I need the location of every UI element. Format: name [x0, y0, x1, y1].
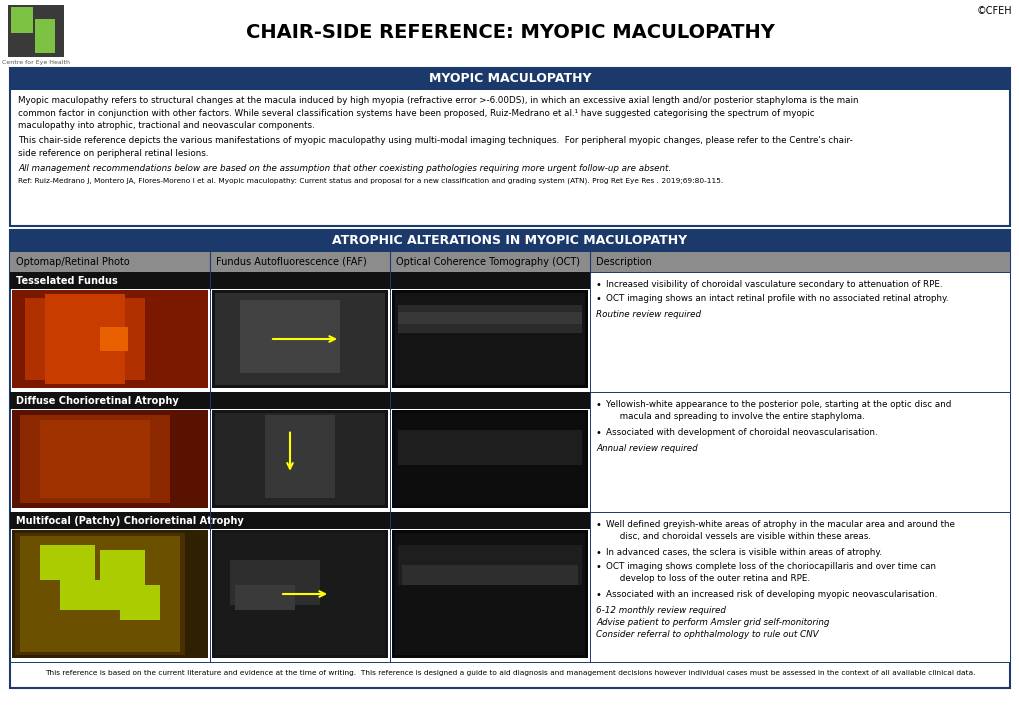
Bar: [394, 293, 585, 385]
Bar: [391, 530, 587, 658]
Bar: [215, 533, 384, 655]
Text: 6-12 monthly review required: 6-12 monthly review required: [595, 606, 726, 615]
Bar: [391, 290, 587, 388]
Bar: [391, 410, 587, 508]
Text: •: •: [595, 428, 601, 438]
Text: Routine review required: Routine review required: [595, 310, 700, 319]
Text: •: •: [595, 280, 601, 290]
Text: •: •: [595, 548, 601, 558]
Bar: [8, 5, 64, 57]
Text: •: •: [595, 562, 601, 572]
Bar: [10, 392, 1009, 512]
Text: Tesselated Fundus: Tesselated Fundus: [16, 275, 117, 285]
Bar: [397, 312, 582, 324]
Text: Optical Coherence Tomography (OCT): Optical Coherence Tomography (OCT): [395, 257, 580, 267]
Bar: [12, 530, 208, 658]
Bar: [10, 68, 1009, 90]
Text: Increased visibility of choroidal vasculature secondary to attenuation of RPE.: Increased visibility of choroidal vascul…: [605, 280, 942, 289]
Bar: [10, 272, 1009, 392]
Text: •: •: [595, 294, 601, 304]
Text: Annual review required: Annual review required: [595, 444, 697, 453]
Bar: [10, 272, 589, 289]
Bar: [35, 7, 55, 17]
Text: Associated with development of choroidal neovascularisation.: Associated with development of choroidal…: [605, 428, 876, 437]
Bar: [40, 420, 150, 498]
Bar: [45, 294, 125, 384]
Bar: [397, 305, 582, 333]
Bar: [234, 585, 294, 610]
Text: This chair-side reference depicts the various manifestations of myopic maculopat: This chair-side reference depicts the va…: [18, 136, 852, 157]
Text: This reference is based on the current literature and evidence at the time of wr: This reference is based on the current l…: [45, 670, 974, 676]
Bar: [10, 392, 589, 409]
Bar: [12, 290, 208, 388]
Text: Consider referral to ophthalmology to rule out CNV: Consider referral to ophthalmology to ru…: [595, 630, 818, 639]
Bar: [265, 415, 334, 498]
Bar: [40, 545, 95, 580]
Text: MYOPIC MACULOPATHY: MYOPIC MACULOPATHY: [428, 73, 591, 85]
Bar: [229, 560, 320, 605]
Bar: [212, 290, 387, 388]
Text: Well defined greyish-white areas of atrophy in the macular area and around the
 : Well defined greyish-white areas of atro…: [605, 520, 954, 541]
Text: Ref: Ruiz-Medrano J, Montero JA, Flores-Moreno I et al. Myopic maculopathy: Curr: Ref: Ruiz-Medrano J, Montero JA, Flores-…: [18, 178, 722, 184]
Text: ©CFEH: ©CFEH: [975, 6, 1011, 16]
Bar: [20, 415, 170, 503]
Bar: [11, 7, 33, 33]
Bar: [10, 512, 589, 529]
Bar: [25, 298, 145, 380]
Bar: [10, 230, 1009, 252]
Bar: [100, 327, 127, 351]
Bar: [212, 410, 387, 508]
Bar: [15, 533, 184, 655]
Text: •: •: [595, 400, 601, 410]
Text: Description: Description: [595, 257, 651, 267]
Bar: [12, 410, 208, 508]
Text: Fundus Autofluorescence (FAF): Fundus Autofluorescence (FAF): [216, 257, 367, 267]
Text: In advanced cases, the sclera is visible within areas of atrophy.: In advanced cases, the sclera is visible…: [605, 548, 881, 557]
Text: Associated with an increased risk of developing myopic neovascularisation.: Associated with an increased risk of dev…: [605, 590, 936, 599]
Bar: [20, 536, 179, 652]
Bar: [11, 35, 33, 53]
Bar: [60, 580, 125, 610]
Bar: [401, 565, 578, 585]
Bar: [397, 430, 582, 465]
Text: ATROPHIC ALTERATIONS IN MYOPIC MACULOPATHY: ATROPHIC ALTERATIONS IN MYOPIC MACULOPAT…: [332, 234, 687, 248]
Bar: [215, 413, 384, 505]
Text: OCT imaging shows an intact retinal profile with no associated retinal atrophy.: OCT imaging shows an intact retinal prof…: [605, 294, 948, 303]
Text: Centre for Eye Health: Centre for Eye Health: [2, 60, 70, 65]
Bar: [10, 252, 1009, 272]
Bar: [397, 545, 582, 585]
Bar: [10, 230, 1009, 688]
Text: Optomap/Retinal Photo: Optomap/Retinal Photo: [16, 257, 129, 267]
Text: Diffuse Chorioretinal Atrophy: Diffuse Chorioretinal Atrophy: [16, 395, 178, 405]
Bar: [35, 19, 55, 53]
Text: All management recommendations below are based on the assumption that other coex: All management recommendations below are…: [18, 164, 671, 173]
Text: •: •: [595, 590, 601, 600]
Text: OCT imaging shows complete loss of the choriocapillaris and over time can
     d: OCT imaging shows complete loss of the c…: [605, 562, 935, 582]
Bar: [215, 293, 384, 385]
Bar: [394, 533, 585, 655]
Text: •: •: [595, 520, 601, 530]
Bar: [212, 530, 387, 658]
Text: Yellowish-white appearance to the posterior pole, starting at the optic disc and: Yellowish-white appearance to the poster…: [605, 400, 951, 421]
Text: Advise patient to perform Amsler grid self-monitoring: Advise patient to perform Amsler grid se…: [595, 618, 828, 627]
Bar: [10, 68, 1009, 226]
Text: CHAIR-SIDE REFERENCE: MYOPIC MACULOPATHY: CHAIR-SIDE REFERENCE: MYOPIC MACULOPATHY: [246, 23, 773, 42]
Bar: [100, 550, 145, 590]
Bar: [239, 300, 339, 373]
Text: Multifocal (Patchy) Chorioretinal Atrophy: Multifocal (Patchy) Chorioretinal Atroph…: [16, 515, 244, 525]
Bar: [394, 413, 585, 505]
Text: Myopic maculopathy refers to structural changes at the macula induced by high my: Myopic maculopathy refers to structural …: [18, 96, 858, 130]
Bar: [120, 585, 160, 620]
Bar: [10, 512, 1009, 662]
